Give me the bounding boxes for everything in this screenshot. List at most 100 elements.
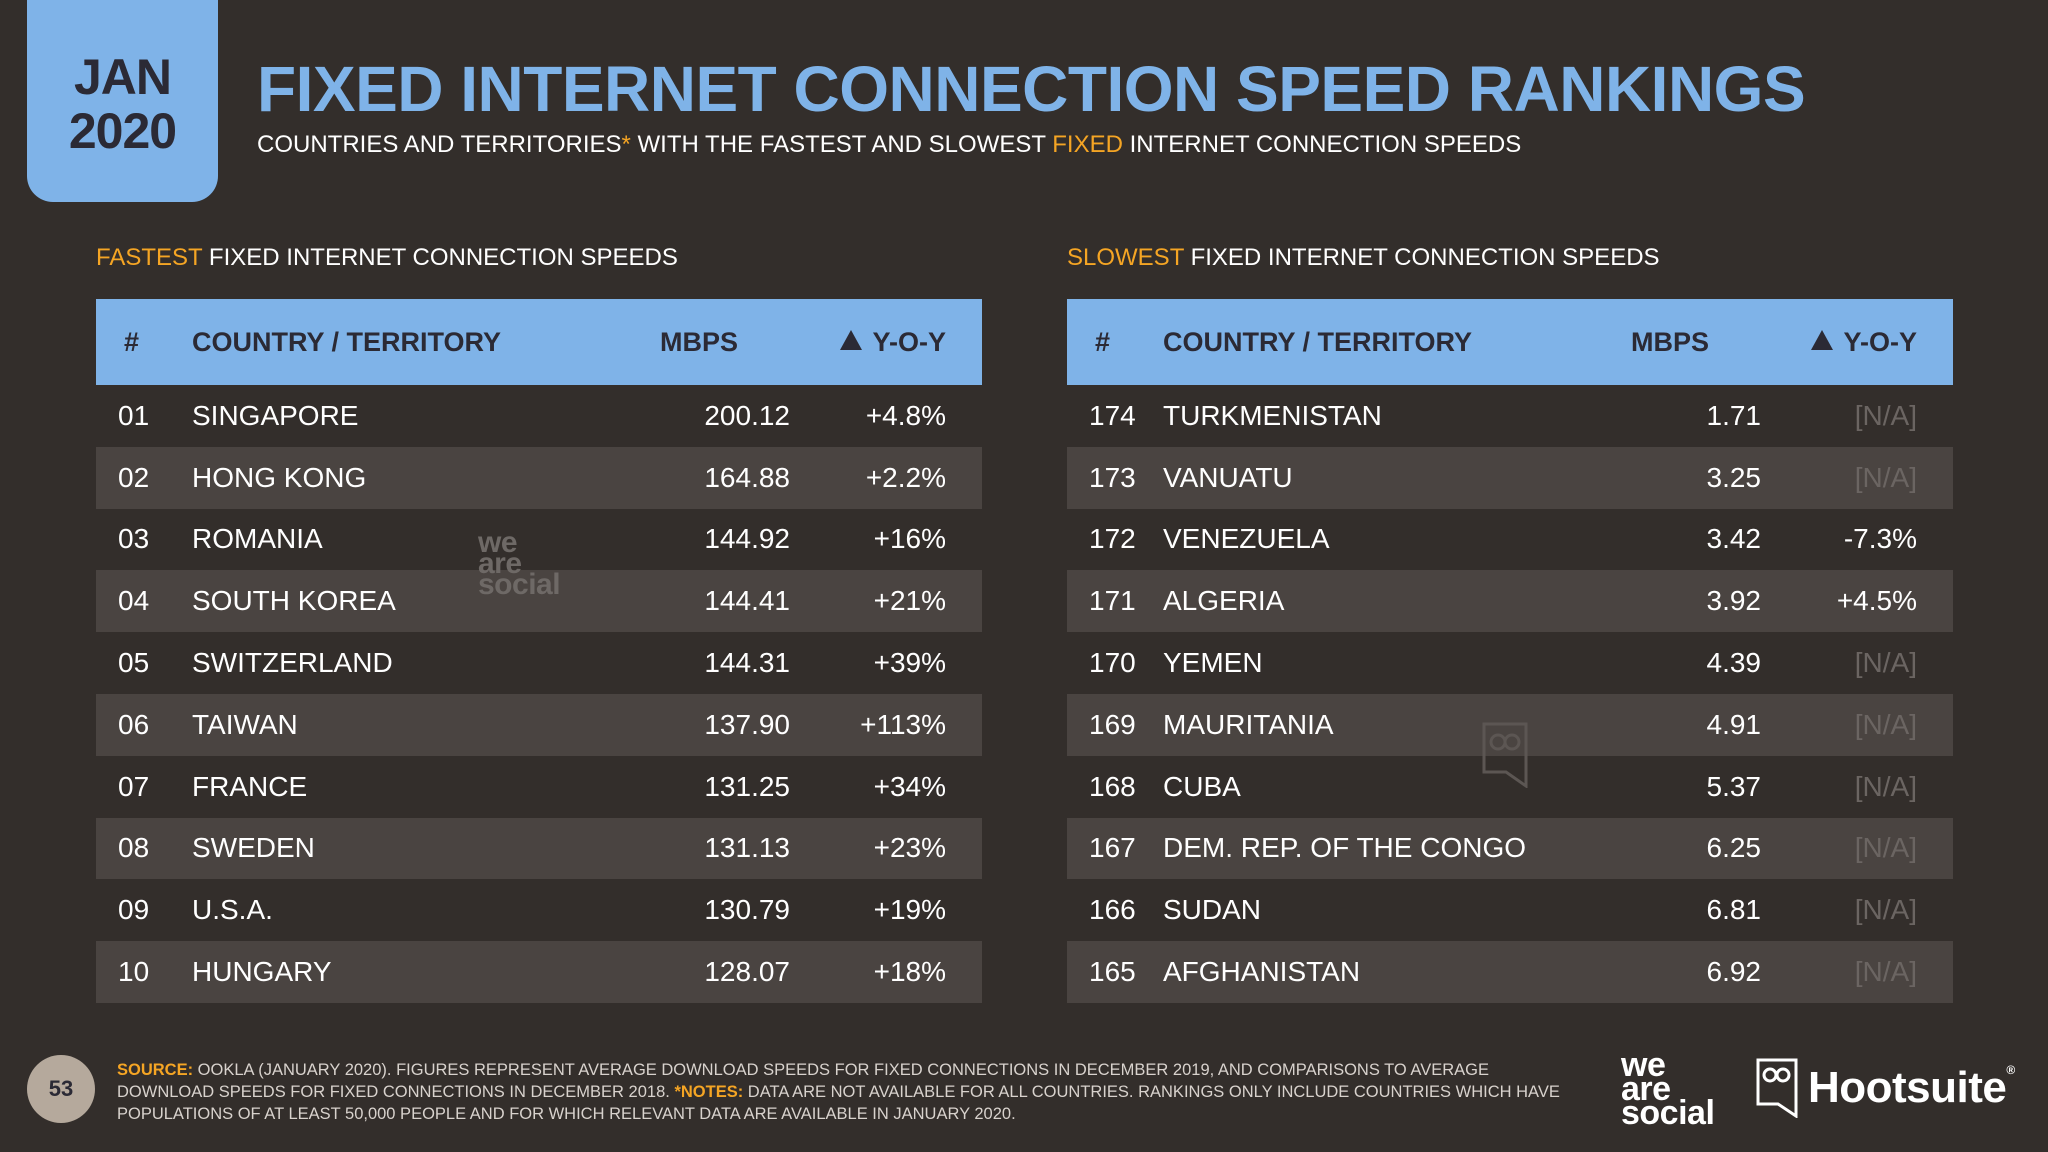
country-cell: VANUATU	[1163, 461, 1293, 493]
mbps-cell: 144.92	[704, 523, 790, 555]
fastest-title-rest: FIXED INTERNET CONNECTION SPEEDS	[202, 244, 678, 271]
header-mbps: MBPS	[1631, 326, 1710, 357]
subtitle-post: INTERNET CONNECTION SPEEDS	[1122, 131, 1522, 158]
table-row: 168 CUBA 5.37 [N/A]	[1067, 756, 1953, 818]
we-are-social-logo: we are social	[1621, 1048, 1715, 1130]
mbps-cell: 6.81	[1706, 894, 1762, 926]
country-cell: CUBA	[1163, 770, 1241, 802]
table-row: 01 SINGAPORE 200.12 +4.8%	[96, 385, 982, 447]
yoy-cell: +4.5%	[1836, 585, 1917, 617]
rank-cell: 174	[1089, 399, 1136, 431]
hootsuite-logo: Hootsuite®	[1756, 1058, 2015, 1118]
table-row: 167 DEM. REP. OF THE CONGO 6.25 [N/A]	[1067, 817, 1953, 880]
mbps-cell: 6.25	[1706, 832, 1762, 864]
subtitle-mid: WITH THE FASTEST AND SLOWEST	[630, 131, 1053, 158]
rank-cell: 169	[1089, 708, 1136, 740]
mbps-cell: 4.91	[1706, 708, 1762, 740]
table-row: 08 SWEDEN 131.13 +23%	[96, 817, 982, 880]
table-row: 10 HUNGARY 128.07 +18%	[96, 941, 982, 1003]
table-row: 09 U.S.A. 130.79 +19%	[96, 879, 982, 941]
date-month: JAN	[73, 49, 172, 105]
slowest-table: # COUNTRY / TERRITORY MBPS Y-O-Y 174 TURK…	[1067, 299, 1953, 1003]
header-yoy-label: Y-O-Y	[1843, 326, 1917, 357]
date-tab: JAN 2020	[27, 0, 218, 202]
yoy-cell: [N/A]	[1854, 770, 1917, 802]
yoy-cell: +113%	[860, 708, 946, 740]
source-label: SOURCE:	[117, 1061, 194, 1079]
table-row: 07 FRANCE 131.25 +34%	[96, 756, 982, 818]
rank-cell: 01	[118, 399, 150, 431]
table-row: 03 ROMANIA 144.92 +16%	[96, 509, 982, 571]
country-cell: ALGERIA	[1163, 585, 1285, 617]
mbps-cell: 5.37	[1706, 770, 1762, 802]
yoy-cell: +39%	[873, 647, 946, 679]
yoy-cell: [N/A]	[1854, 399, 1917, 431]
rank-cell: 167	[1089, 832, 1136, 864]
slowest-section-title: SLOWEST FIXED INTERNET CONNECTION SPEEDS	[1067, 244, 1660, 272]
logo-are: are	[1621, 1070, 1671, 1108]
rank-cell: 05	[118, 647, 150, 679]
mbps-cell: 130.79	[704, 894, 790, 926]
yoy-cell: +23%	[873, 832, 946, 864]
country-cell: TURKMENISTAN	[1163, 399, 1382, 431]
header-num: #	[1095, 326, 1111, 357]
table-row: 165 AFGHANISTAN 6.92 [N/A]	[1067, 941, 1953, 1003]
owl-icon	[1756, 1058, 1798, 1118]
mbps-cell: 3.25	[1706, 461, 1762, 493]
yoy-cell: -7.3%	[1843, 523, 1917, 555]
country-cell: HUNGARY	[192, 956, 332, 988]
mbps-cell: 128.07	[704, 956, 790, 988]
table-row: 174 TURKMENISTAN 1.71 [N/A]	[1067, 385, 1953, 447]
mbps-cell: 4.39	[1706, 647, 1762, 679]
mbps-cell: 164.88	[704, 461, 790, 493]
mbps-cell: 3.42	[1706, 523, 1762, 555]
fastest-section-title: FASTEST FIXED INTERNET CONNECTION SPEEDS	[96, 244, 678, 272]
subtitle-pre: COUNTRIES AND TERRITORIES	[257, 131, 622, 158]
country-cell: VENEZUELA	[1163, 523, 1330, 555]
mbps-cell: 131.25	[704, 770, 790, 802]
table-row: 04 SOUTH KOREA 144.41 +21%	[96, 570, 982, 633]
we-are-social-watermark: we are social	[478, 526, 561, 601]
rank-cell: 08	[118, 832, 150, 864]
slowest-title-highlight: SLOWEST	[1067, 244, 1184, 271]
header-yoy: Y-O-Y	[1761, 327, 1953, 358]
rank-cell: 171	[1089, 585, 1136, 617]
slowest-rows: 174 TURKMENISTAN 1.71 [N/A] 173 VANUATU 3.25 [N…	[1067, 385, 1953, 1003]
country-cell: SUDAN	[1163, 894, 1262, 926]
rank-cell: 03	[118, 523, 150, 555]
yoy-cell: +34%	[873, 770, 946, 802]
country-cell: SWEDEN	[192, 832, 315, 864]
header-mbps: MBPS	[660, 326, 739, 357]
table-row: 166 SUDAN 6.81 [N/A]	[1067, 879, 1953, 941]
rank-cell: 170	[1089, 647, 1136, 679]
date-year: 2020	[68, 103, 177, 159]
table-row: 171 ALGERIA 3.92 +4.5%	[1067, 570, 1953, 633]
owl-watermark-icon	[1482, 722, 1528, 788]
yoy-cell: [N/A]	[1854, 956, 1917, 988]
header-country: COUNTRY / TERRITORY	[1163, 326, 1473, 357]
yoy-cell: +4.8%	[865, 399, 946, 431]
yoy-cell: +19%	[873, 894, 946, 926]
registered-mark: ®	[2006, 1063, 2015, 1077]
triangle-up-icon	[840, 329, 863, 350]
country-cell: SWITZERLAND	[192, 647, 393, 679]
country-cell: SOUTH KOREA	[192, 585, 396, 617]
mbps-cell: 200.12	[704, 399, 790, 431]
subtitle-asterisk: *	[621, 131, 631, 158]
rank-cell: 166	[1089, 894, 1136, 926]
yoy-cell: [N/A]	[1854, 708, 1917, 740]
rank-cell: 173	[1089, 461, 1136, 493]
yoy-cell: [N/A]	[1854, 647, 1917, 679]
yoy-cell: [N/A]	[1854, 894, 1917, 926]
page-subtitle: COUNTRIES AND TERRITORIES* WITH THE FAST…	[257, 131, 1521, 159]
country-cell: MAURITANIA	[1163, 708, 1334, 740]
yoy-cell: +21%	[873, 585, 946, 617]
country-cell: ROMANIA	[192, 523, 323, 555]
header-yoy: Y-O-Y	[790, 327, 982, 358]
rank-cell: 06	[118, 708, 150, 740]
rank-cell: 02	[118, 461, 150, 493]
country-cell: U.S.A.	[192, 894, 273, 926]
triangle-up-icon	[1811, 329, 1834, 350]
rank-cell: 10	[118, 956, 150, 988]
mbps-cell: 1.71	[1706, 399, 1762, 431]
